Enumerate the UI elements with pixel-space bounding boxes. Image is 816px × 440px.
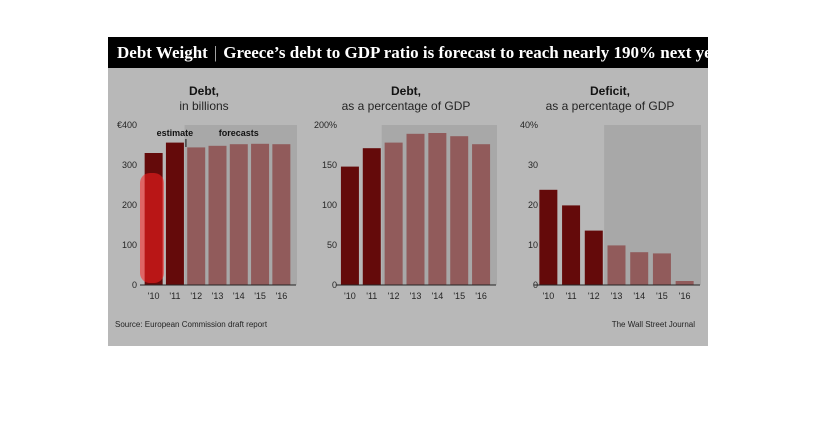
x-tick-label: '12: [388, 291, 400, 301]
x-tick-label: '12: [588, 291, 600, 301]
y-tick-label: 40%: [520, 120, 538, 130]
x-tick-label: '15: [254, 291, 266, 301]
x-tick-label: '14: [431, 291, 443, 301]
annotation-estimate: estimate: [157, 128, 194, 138]
bar: [607, 245, 626, 285]
x-tick-label: '15: [453, 291, 465, 301]
bar: [675, 281, 694, 285]
y-tick-label: €400: [117, 120, 137, 130]
bar: [406, 133, 425, 285]
panel-subtitle: as a percentage of GDP: [342, 99, 471, 113]
y-tick-label: 300: [122, 160, 137, 170]
bar: [251, 143, 270, 285]
y-tick-label: 30: [528, 160, 538, 170]
y-tick-label: 200: [122, 200, 137, 210]
panel-title: Debt,: [391, 84, 421, 98]
headline-separator: |: [213, 43, 218, 62]
x-tick-label: '13: [410, 291, 422, 301]
source-note: Source: European Commission draft report: [115, 320, 268, 329]
bar: [384, 142, 403, 285]
bar: [144, 153, 163, 285]
bar: [630, 252, 649, 285]
bar: [539, 189, 558, 285]
y-tick-label: 0: [332, 280, 337, 290]
bar: [584, 230, 603, 285]
x-tick-label: '13: [212, 291, 224, 301]
headline-text: Greece’s debt to GDP ratio is forecast t…: [223, 43, 708, 62]
bar: [340, 166, 359, 285]
bar: [652, 253, 671, 285]
x-tick-label: '16: [475, 291, 487, 301]
x-tick-label: '16: [679, 291, 691, 301]
x-tick-label: '16: [275, 291, 287, 301]
y-tick-label: 20: [528, 200, 538, 210]
panel-subtitle: as a percentage of GDP: [546, 99, 675, 113]
y-tick-label: 50: [327, 240, 337, 250]
y-tick-label: 100: [322, 200, 337, 210]
panel-subtitle: in billions: [179, 99, 228, 113]
x-tick-label: '11: [366, 291, 377, 301]
x-tick-label: '13: [611, 291, 623, 301]
publisher-credit: The Wall Street Journal: [612, 320, 696, 329]
x-tick-label: '15: [656, 291, 668, 301]
x-tick-label: '14: [633, 291, 645, 301]
chart-graphic: Debt Weight | Greece’s debt to GDP ratio i…: [108, 37, 708, 346]
title-bar: Debt Weight | Greece’s debt to GDP ratio i…: [108, 37, 708, 68]
bar: [187, 147, 206, 285]
panel-title: Debt,: [189, 84, 219, 98]
bar: [428, 133, 447, 285]
x-tick-label: '10: [344, 291, 356, 301]
headline-bold: Debt Weight: [117, 43, 208, 62]
x-tick-label: '12: [190, 291, 202, 301]
y-tick-label: 0: [132, 280, 137, 290]
bar: [208, 145, 227, 285]
chart-headline: Debt Weight | Greece’s debt to GDP ratio i…: [117, 43, 708, 63]
x-tick-label: '11: [566, 291, 577, 301]
bar: [362, 148, 381, 285]
x-tick-label: '10: [542, 291, 554, 301]
bar: [272, 144, 291, 285]
bar: [472, 144, 491, 285]
x-tick-label: '14: [233, 291, 245, 301]
y-tick-label: 100: [122, 240, 137, 250]
bar: [562, 205, 581, 285]
y-tick-label: 150: [322, 160, 337, 170]
annotation-forecasts: forecasts: [219, 128, 259, 138]
y-tick-label: 200%: [314, 120, 337, 130]
y-tick-label: 10: [528, 240, 538, 250]
bar: [229, 144, 248, 285]
x-tick-label: '10: [148, 291, 160, 301]
bar: [450, 136, 469, 285]
x-tick-label: '11: [169, 291, 180, 301]
panel-title: Deficit,: [590, 84, 630, 98]
bar: [165, 142, 184, 285]
